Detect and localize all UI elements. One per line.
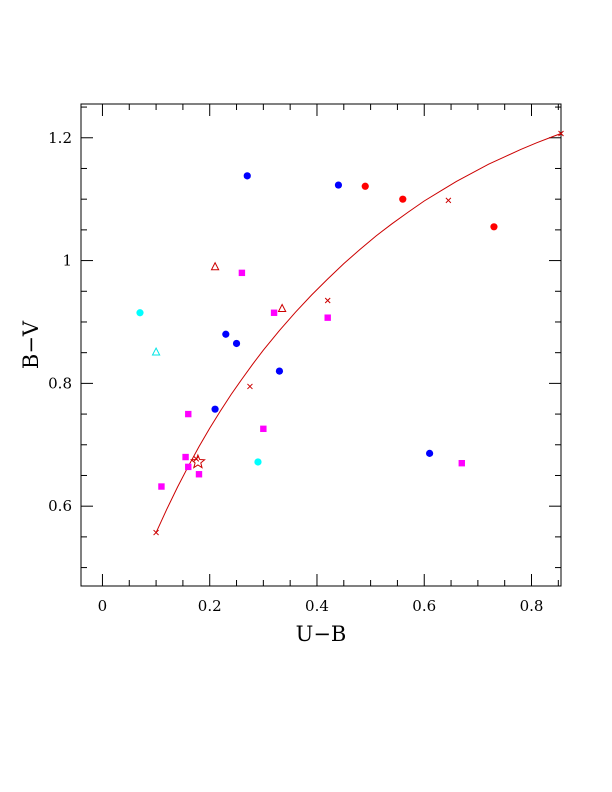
data-point-triangle (151, 346, 161, 356)
data-point-square (185, 463, 192, 471)
data-points-layer (136, 172, 498, 490)
data-point-square (458, 459, 465, 467)
curve-x-marker (247, 383, 253, 390)
x-axis-title: U−B (296, 622, 347, 646)
curve-x-marker-stroke (153, 529, 159, 536)
x-tick-label: 0.8 (520, 597, 544, 615)
plot-frame (80, 103, 562, 587)
model-curve-layer (153, 130, 564, 536)
data-point-square (324, 314, 331, 321)
curve-x-marker-stroke (558, 130, 564, 137)
data-point-circle (232, 339, 241, 348)
data-point-circle (399, 195, 407, 203)
data-point-circle (254, 458, 262, 466)
y-tick-label: 1.2 (48, 129, 72, 147)
x-tick-label: 0.2 (198, 597, 222, 615)
data-point-square (182, 453, 189, 461)
curve-x-marker-stroke (324, 297, 331, 304)
data-point-circle (334, 181, 343, 189)
axis-ticks (81, 104, 561, 586)
data-point-square (270, 309, 278, 316)
curve-x-marker (324, 297, 331, 304)
x-tick-label: 0.6 (412, 597, 436, 615)
data-point-star (189, 453, 206, 469)
y-axis-title: B−V (19, 320, 43, 369)
curve-x-marker (445, 197, 452, 204)
data-point-square (185, 410, 192, 418)
data-point-square (195, 471, 203, 478)
data-point-circle (243, 172, 251, 180)
x-tick-label: 0.4 (305, 597, 329, 615)
data-point-triangle (277, 303, 287, 312)
y-tick-label: 0.8 (48, 374, 72, 392)
x-tick-label: 0 (98, 597, 108, 615)
curve-x-marker-stroke (445, 197, 452, 204)
data-point-circle (136, 309, 144, 317)
data-point-circle (211, 405, 219, 413)
data-point-circle (426, 449, 434, 457)
curve-x-marker (153, 529, 159, 536)
axis-tick-labels: 0 0.2 0.4 0.6 0.8 0.6 0.8 1 1.2 (48, 129, 543, 615)
data-point-circle (490, 223, 498, 231)
model-curve (155, 133, 562, 533)
data-point-circle (361, 182, 369, 190)
data-point-triangle (210, 261, 220, 271)
data-point-square (238, 269, 246, 277)
y-tick-label: 1 (62, 252, 72, 270)
y-tick-label: 0.6 (48, 497, 72, 515)
curve-x-marker (558, 130, 564, 137)
data-point-square (158, 483, 165, 490)
curve-x-marker-stroke (247, 383, 253, 390)
data-point-square (260, 425, 267, 433)
data-point-circle (275, 367, 284, 375)
data-point-circle (222, 330, 230, 338)
